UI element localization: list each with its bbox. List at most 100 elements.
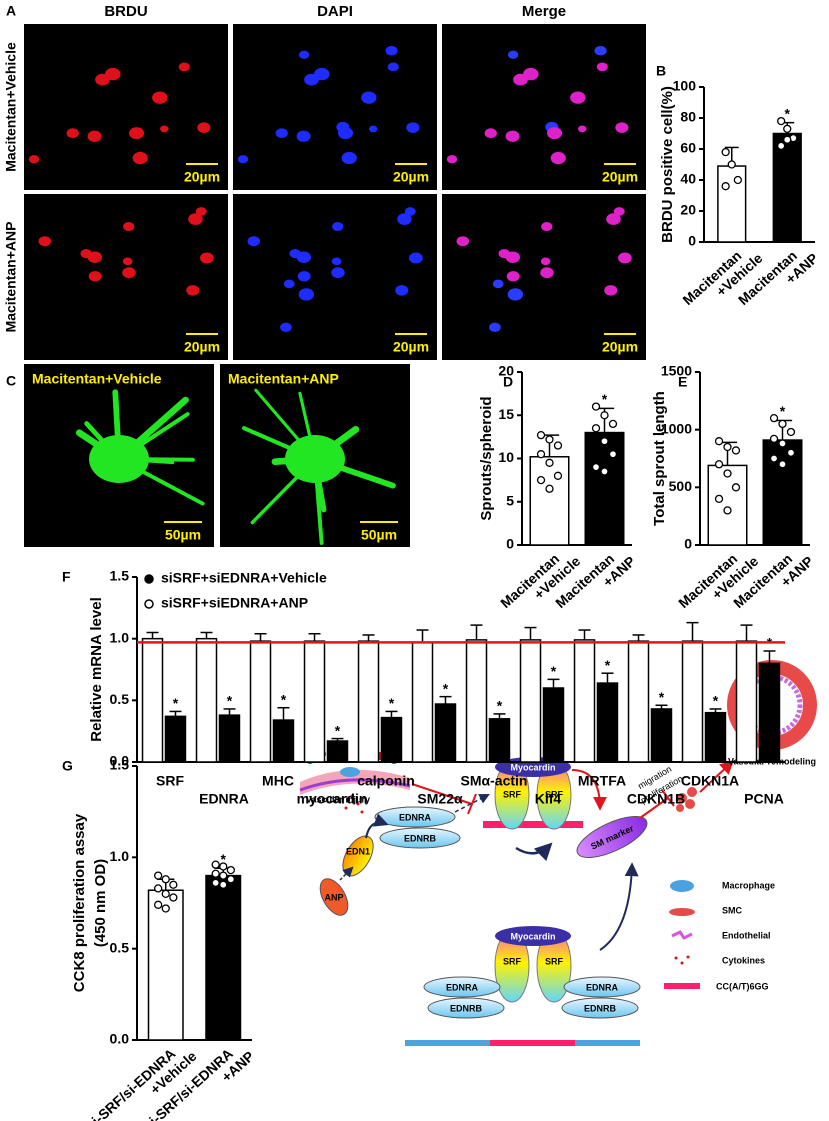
bar bbox=[762, 439, 803, 546]
bar bbox=[772, 132, 802, 243]
x-tick-label: si-SRF/si-EDNRA+Vehicle bbox=[83, 1036, 200, 1121]
legend-icon bbox=[671, 930, 693, 940]
data-point bbox=[776, 116, 786, 126]
bar bbox=[707, 464, 748, 546]
data-point bbox=[608, 419, 618, 429]
cell bbox=[66, 128, 79, 139]
ednrb bbox=[427, 997, 505, 1019]
y-tick-label: 20 bbox=[498, 363, 514, 379]
bar bbox=[249, 640, 272, 763]
cell bbox=[606, 213, 621, 225]
panel-label: G bbox=[62, 758, 73, 774]
data-point bbox=[545, 435, 554, 444]
x-tick-label: calponin bbox=[357, 773, 415, 789]
cell bbox=[200, 252, 214, 264]
image-label: Macitentan+ANP bbox=[228, 371, 339, 387]
cell bbox=[197, 122, 211, 133]
y-tick-label: 80 bbox=[680, 109, 696, 125]
anp bbox=[319, 878, 349, 916]
cell bbox=[507, 50, 519, 59]
data-point bbox=[219, 862, 228, 871]
y-tick-label: 100 bbox=[673, 78, 697, 94]
cell bbox=[122, 267, 136, 279]
inhibit-arrow bbox=[411, 783, 473, 805]
data-point bbox=[721, 147, 730, 157]
cell bbox=[369, 125, 378, 133]
scale-bar-label: 20µm bbox=[184, 169, 220, 185]
data-point bbox=[591, 424, 601, 433]
error-bar bbox=[578, 629, 591, 640]
data-point bbox=[161, 889, 170, 899]
y-axis-label: CCK8 proliferation assay bbox=[71, 813, 88, 992]
data-point bbox=[723, 469, 732, 478]
data-point bbox=[169, 880, 178, 889]
smc-cluster bbox=[676, 787, 697, 812]
bar bbox=[758, 662, 781, 763]
cell bbox=[505, 130, 520, 142]
bar bbox=[627, 640, 650, 763]
scale-bar-label: 20µm bbox=[184, 339, 220, 355]
data-point bbox=[786, 427, 796, 437]
scale-bar-label: 20µm bbox=[602, 339, 638, 355]
significance: * bbox=[497, 698, 503, 714]
error-bar bbox=[416, 629, 429, 643]
cell bbox=[540, 267, 554, 279]
error-bar bbox=[169, 710, 182, 717]
bar bbox=[519, 639, 542, 763]
panel-label: D bbox=[503, 374, 513, 390]
cell bbox=[298, 288, 315, 301]
significance: * bbox=[602, 391, 608, 407]
data-point bbox=[226, 875, 235, 884]
y-axis-label: BRDU positive cell(%) bbox=[659, 86, 676, 243]
cell bbox=[123, 222, 135, 232]
significance: * bbox=[389, 695, 395, 711]
legend-label: siSRF+siEDNRA+Vehicle bbox=[161, 570, 327, 586]
bar bbox=[434, 703, 457, 763]
error-bar bbox=[385, 710, 398, 718]
error-bar bbox=[254, 632, 267, 642]
error-bar bbox=[331, 737, 344, 742]
y-tick-label: 0.0 bbox=[110, 1031, 130, 1047]
data-point bbox=[723, 442, 732, 452]
bar bbox=[141, 637, 164, 763]
data-point bbox=[783, 124, 792, 134]
data-point bbox=[161, 904, 170, 913]
significance: * bbox=[713, 693, 719, 709]
cell bbox=[296, 130, 311, 142]
bar bbox=[272, 719, 295, 763]
data-point bbox=[723, 506, 732, 515]
cell bbox=[615, 122, 629, 133]
y-tick-label: 0 bbox=[684, 536, 692, 552]
diagram-label: Myocardin bbox=[510, 762, 555, 772]
cell bbox=[395, 285, 409, 296]
data-point bbox=[769, 434, 779, 444]
data-point bbox=[731, 483, 741, 492]
bar bbox=[218, 714, 241, 763]
cell bbox=[160, 125, 169, 133]
diagram-label: SRF bbox=[545, 789, 564, 799]
diagram-label: SRF bbox=[503, 789, 522, 799]
y-tick-label: 1.5 bbox=[110, 757, 130, 773]
data-point bbox=[553, 471, 563, 480]
legend-symbol bbox=[144, 574, 154, 584]
cell bbox=[492, 279, 504, 289]
data-point bbox=[161, 875, 170, 884]
y-tick-label: 0.0 bbox=[110, 753, 130, 769]
y-tick-label: 0 bbox=[506, 536, 514, 552]
data-point bbox=[600, 437, 609, 446]
cell bbox=[237, 155, 249, 164]
legend-icon bbox=[669, 908, 695, 916]
error-bar bbox=[632, 634, 645, 642]
cell bbox=[122, 257, 133, 266]
bar bbox=[411, 641, 434, 763]
bar bbox=[735, 640, 758, 763]
y-tick-label: 1.0 bbox=[110, 629, 130, 645]
data-point bbox=[778, 439, 787, 448]
panel-label: C bbox=[6, 373, 16, 389]
y-axis-label: Relative mRNA level bbox=[88, 597, 105, 742]
cell bbox=[397, 213, 412, 225]
data-point bbox=[545, 484, 554, 493]
cell bbox=[275, 128, 288, 139]
arrow bbox=[515, 842, 553, 862]
micrograph bbox=[24, 24, 228, 190]
